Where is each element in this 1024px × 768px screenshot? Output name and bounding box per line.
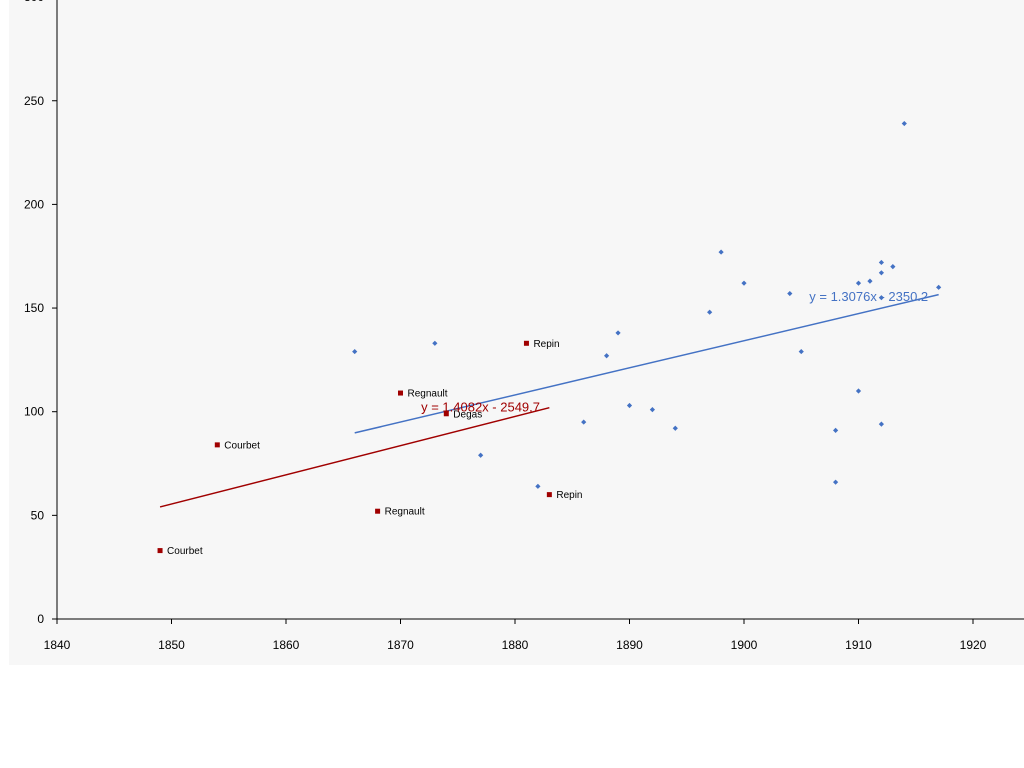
data-point (649, 407, 655, 413)
data-point (741, 280, 747, 286)
trendline-series-1 (354, 293, 939, 434)
data-point (867, 278, 873, 284)
point-label: Regnault (408, 389, 448, 400)
point-label: Courbet (224, 440, 260, 451)
point-label: Degas (453, 409, 482, 420)
data-point (523, 340, 529, 346)
x-tick-label: 1900 (731, 638, 758, 652)
data-point (352, 348, 358, 355)
chart-area (9, 0, 1024, 665)
data-point (672, 425, 678, 431)
data-point (833, 427, 839, 433)
point-label: Regnault (385, 507, 425, 518)
data-point (707, 309, 713, 315)
data-point (833, 479, 839, 485)
data-point (878, 259, 884, 266)
y-tick-label: 250 (24, 94, 44, 108)
data-point (901, 120, 907, 127)
data-point (855, 388, 862, 394)
data-point (798, 348, 804, 355)
y-tick-label: 200 (24, 197, 44, 211)
data-point (878, 421, 884, 427)
point-label: Repin (533, 339, 559, 350)
x-tick-label: 1910 (845, 638, 872, 652)
x-tick-label: 1880 (502, 638, 529, 652)
data-point (375, 508, 381, 514)
data-point (890, 263, 896, 270)
data-point (855, 280, 862, 286)
data-point (626, 402, 633, 409)
data-point (615, 330, 621, 336)
y-tick-label: 300 (24, 0, 44, 4)
data-point (878, 295, 884, 301)
trendline-equation-2: y = 1.4082x - 2549.7 (421, 400, 540, 415)
data-point (718, 249, 724, 255)
y-tick-label: 0 (37, 612, 44, 626)
x-tick-label: 1920 (960, 638, 987, 652)
point-label: Repin (556, 490, 582, 501)
data-point (878, 270, 884, 276)
x-tick-label: 1860 (273, 638, 300, 652)
data-point (936, 284, 942, 290)
y-tick-label: 50 (31, 508, 45, 522)
x-tick-label: 1840 (44, 638, 71, 652)
y-tick-label: 100 (24, 405, 44, 419)
x-tick-label: 1850 (158, 638, 185, 652)
data-point (787, 290, 793, 297)
data-point (443, 411, 449, 417)
data-point (398, 390, 403, 396)
trendline-series-2 (159, 406, 550, 508)
data-point (581, 419, 587, 425)
data-point (214, 442, 220, 448)
data-point (432, 340, 438, 346)
trendline-equation-1: y = 1.3076x - 2350.2 (809, 289, 928, 304)
data-point (157, 548, 163, 554)
data-point (604, 353, 610, 359)
y-tick-label: 150 (24, 301, 44, 315)
data-point (478, 452, 484, 458)
data-point (535, 483, 541, 489)
x-tick-label: 1870 (387, 638, 414, 652)
point-label: Courbet (167, 546, 203, 557)
x-tick-label: 1890 (616, 638, 643, 652)
data-point (546, 492, 552, 498)
